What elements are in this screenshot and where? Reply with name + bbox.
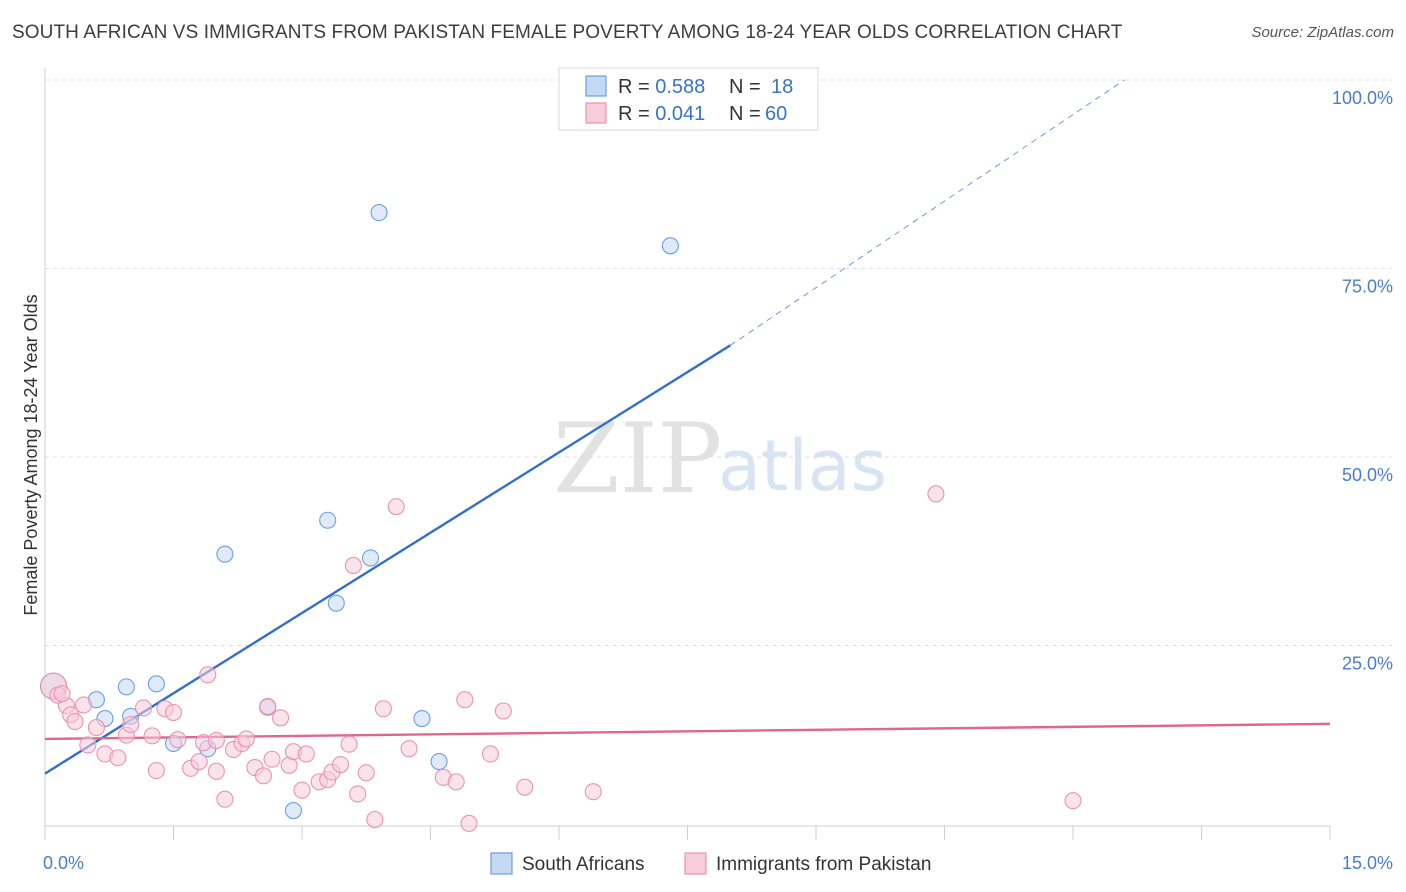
legend-n-value-1: 18	[771, 76, 793, 98]
chart-title: SOUTH AFRICAN VS IMMIGRANTS FROM PAKISTA…	[12, 22, 1123, 43]
point-pakistan-30	[259, 697, 277, 716]
point-pakistan-24	[216, 790, 234, 808]
legend-n-label-1: N =	[729, 76, 766, 98]
point-pakistan-55	[516, 778, 534, 796]
gridlines	[45, 79, 1392, 646]
point-pakistan-32	[272, 709, 290, 727]
correlation-legend: R = 0.588 N = 18 R = 0.041 N = 60	[558, 67, 819, 131]
point-pakistan-56	[584, 783, 602, 801]
point-south-africans-15	[284, 801, 302, 820]
point-pakistan-5	[75, 696, 93, 714]
source-label: Source: ZipAtlas.com	[1251, 24, 1394, 41]
y-tick-label-0: 100.0%	[1332, 88, 1393, 108]
point-pakistan-23	[199, 666, 217, 684]
y-axis-label: Female Poverty Among 18-24 Year Olds	[21, 294, 41, 615]
point-pakistan-45	[366, 811, 384, 829]
point-pakistan-59	[53, 685, 71, 703]
legend-r-label-2: R =	[618, 103, 655, 125]
point-pakistan-50	[447, 773, 465, 791]
bottom-legend-pakistan: Immigrants from Pakistan	[716, 854, 931, 875]
legend-swatch-south-africans	[585, 75, 607, 97]
point-pakistan-54	[494, 702, 512, 720]
legend-row-1: R = 0.588 N = 18	[618, 76, 793, 98]
series-legend: South Africans Immigrants from Pakistan	[490, 852, 931, 875]
axes	[44, 68, 1331, 840]
point-pakistan-52	[460, 814, 478, 832]
legend-r-value-1: 0.588	[655, 76, 705, 98]
point-pakistan-29	[254, 767, 273, 785]
point-pakistan-16	[164, 703, 183, 722]
trend-extension-south-africans	[730, 79, 1125, 346]
point-pakistan-47	[387, 498, 405, 516]
tick-labels: 100.0% 75.0% 50.0% 25.0% 0.0% 15.0%	[43, 88, 1393, 873]
x-tick-label-0: 0.0%	[43, 853, 84, 873]
point-pakistan-36	[297, 745, 315, 763]
legend-r-label-1: R =	[618, 76, 655, 98]
watermark-zip: ZIP	[553, 403, 722, 515]
y-tick-label-2: 50.0%	[1342, 465, 1393, 485]
point-pakistan-27	[237, 730, 255, 748]
trend-line-pakistan	[44, 722, 1331, 741]
point-pakistan-35	[293, 781, 311, 799]
watermark-atlas: atlas	[718, 425, 887, 507]
point-south-africans-10	[216, 545, 234, 563]
point-south-africans-12	[327, 594, 345, 612]
x-tick-label-1: 15.0%	[1342, 853, 1393, 873]
point-south-africans-6	[147, 675, 165, 693]
point-pakistan-22	[207, 762, 225, 780]
point-pakistan-46	[374, 700, 392, 718]
point-south-africans-2	[117, 678, 135, 696]
data-points	[40, 204, 1082, 832]
legend-swatch-pakistan	[585, 102, 607, 124]
y-tick-label-3: 25.0%	[1342, 654, 1393, 674]
point-pakistan-4	[66, 713, 84, 731]
trend-line-south-africans	[44, 344, 731, 775]
legend-n-label-2: N =	[729, 103, 766, 125]
point-south-africans-14	[661, 237, 679, 255]
point-pakistan-40	[331, 755, 350, 774]
legend-n-value-2: 60	[765, 103, 787, 125]
point-pakistan-31	[263, 750, 281, 768]
point-pakistan-44	[357, 764, 375, 782]
point-pakistan-19	[190, 752, 208, 771]
legend-row-2: R = 0.041 N = 60	[618, 103, 787, 125]
point-pakistan-53	[481, 745, 500, 763]
point-pakistan-6	[79, 736, 97, 754]
point-pakistan-9	[109, 749, 127, 767]
point-pakistan-7	[87, 719, 105, 737]
point-south-africans-11	[361, 549, 380, 567]
bottom-legend-swatch-south-africans	[490, 852, 513, 875]
point-pakistan-13	[143, 727, 161, 745]
point-pakistan-51	[456, 691, 474, 709]
point-pakistan-14	[147, 762, 165, 780]
point-pakistan-17	[169, 731, 187, 749]
point-pakistan-21	[207, 731, 225, 749]
point-pakistan-48	[400, 740, 418, 758]
point-pakistan-42	[344, 556, 362, 575]
trend-lines	[44, 79, 1331, 775]
bottom-legend-south-africans: South Africans	[522, 854, 645, 875]
point-pakistan-43	[349, 785, 367, 803]
point-south-africans-9	[319, 511, 337, 529]
point-pakistan-58	[1064, 792, 1082, 810]
point-pakistan-11	[122, 716, 140, 734]
legend-r-value-2: 0.041	[655, 103, 705, 125]
point-south-africans-16	[430, 752, 448, 771]
point-pakistan-57	[927, 485, 945, 503]
bottom-legend-swatch-pakistan	[684, 852, 707, 875]
y-tick-label-1: 75.0%	[1342, 277, 1393, 297]
point-south-africans-13	[370, 204, 388, 222]
point-pakistan-12	[134, 699, 153, 717]
point-pakistan-41	[340, 735, 358, 753]
point-south-africans-17	[413, 709, 431, 728]
